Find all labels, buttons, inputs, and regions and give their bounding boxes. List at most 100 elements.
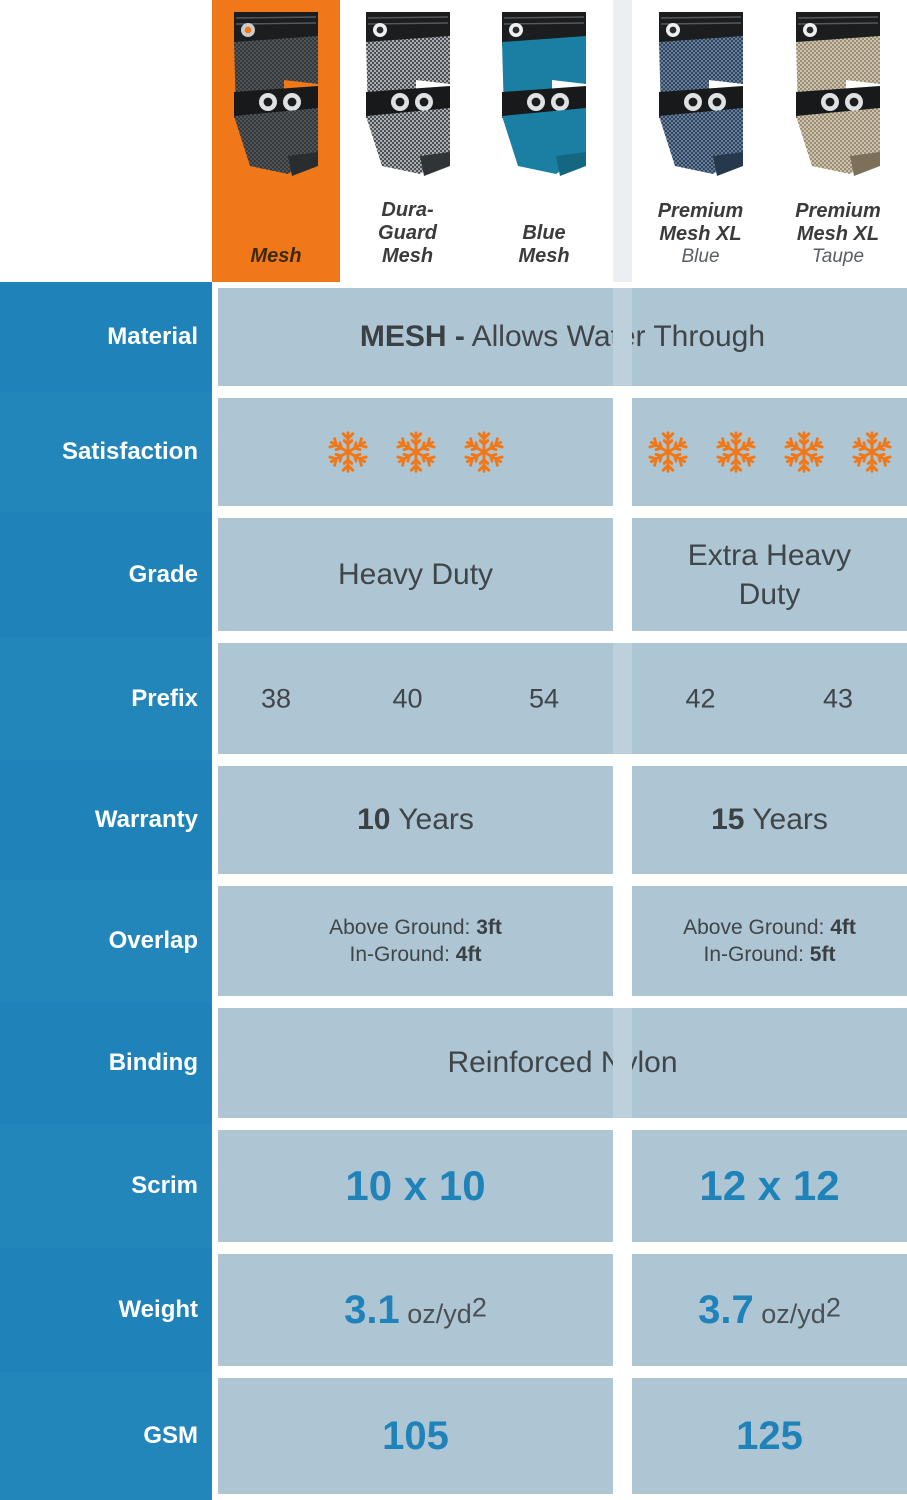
cell-binding-value: Reinforced Nylon bbox=[218, 1008, 907, 1118]
product-sub-premium-mesh-xl-taupe: Taupe bbox=[811, 246, 865, 267]
row-label-scrim: Scrim bbox=[0, 1124, 212, 1248]
row-cells-prefix: 38 40 54 42 43 bbox=[212, 637, 907, 760]
product-column-blue-mesh[interactable]: Blue Mesh bbox=[475, 0, 613, 282]
product-name-blue-mesh: Blue Mesh bbox=[518, 222, 570, 267]
weight-left-superscript: 2 bbox=[471, 1292, 487, 1323]
overlap-left-line1-bold: 3ft bbox=[476, 915, 502, 939]
product-column-dura-guard-mesh[interactable]: Dura- Guard Mesh bbox=[340, 0, 475, 282]
overlap-right-line1-bold: 4ft bbox=[830, 915, 856, 939]
cell-gsm-right: 125 bbox=[632, 1378, 907, 1494]
snowflake-icon bbox=[463, 431, 504, 473]
row-cells-overlap: Above Ground: 3ft In-Ground: 4ft Above G… bbox=[212, 880, 907, 1002]
row-cells-satisfaction bbox=[212, 392, 907, 512]
cell-overlap-left: Above Ground: 3ft In-Ground: 4ft bbox=[218, 886, 613, 996]
snowflake-icon bbox=[783, 431, 824, 473]
weight-left-unit: oz/yd bbox=[407, 1298, 472, 1329]
cell-warranty-left: 10 Years bbox=[218, 766, 613, 874]
row-label-weight: Weight bbox=[0, 1248, 212, 1372]
cell-divider-binding bbox=[613, 1008, 632, 1118]
tarp-illustration-icon bbox=[365, 12, 450, 176]
overlap-right-line1-text: Above Ground: bbox=[683, 915, 831, 939]
product-name-premium-mesh-xl-blue: Premium Mesh XL bbox=[657, 200, 744, 245]
product-name-wrap-premium-mesh-xl-blue: Premium Mesh XL Blue bbox=[632, 200, 769, 268]
table-row-gsm: GSM 105 125 bbox=[0, 1372, 907, 1500]
product-image-premium-mesh-xl-blue bbox=[632, 0, 769, 190]
product-group-divider bbox=[613, 0, 632, 282]
cell-gsm-left: 105 bbox=[218, 1378, 613, 1494]
prefix-value-blue-mesh: 54 bbox=[528, 683, 560, 713]
overlap-left-line1-text: Above Ground: bbox=[329, 915, 477, 939]
overlap-right-line2-bold: 5ft bbox=[809, 943, 836, 966]
row-cells-warranty: 10 Years 15 Years bbox=[212, 760, 907, 880]
table-row-scrim: Scrim 10 x 10 12 x 12 bbox=[0, 1124, 907, 1248]
table-row-overlap: Overlap Above Ground: 3ft In-Ground: 4ft… bbox=[0, 880, 907, 1002]
row-label-warranty: Warranty bbox=[0, 760, 212, 880]
product-name-premium-mesh-xl-taupe: Premium Mesh XL bbox=[795, 200, 881, 245]
cell-grade-right: Extra Heavy Duty bbox=[632, 518, 907, 631]
cell-warranty-right: 15 Years bbox=[632, 766, 907, 874]
tarp-illustration-icon bbox=[502, 12, 586, 176]
weight-left-number: 3.1 bbox=[344, 1287, 400, 1332]
weight-right-superscript: 2 bbox=[825, 1292, 841, 1323]
row-label-binding: Binding bbox=[0, 1002, 212, 1124]
row-cells-grade: Heavy Duty Extra Heavy Duty bbox=[212, 512, 907, 637]
product-column-mesh[interactable]: Mesh bbox=[212, 0, 340, 282]
overlap-left-line2-text: In-Ground: bbox=[349, 943, 456, 966]
row-label-prefix: Prefix bbox=[0, 637, 212, 760]
cell-divider-material bbox=[613, 288, 632, 386]
row-label-overlap: Overlap bbox=[0, 880, 212, 1002]
product-column-premium-mesh-xl-blue[interactable]: Premium Mesh XL Blue bbox=[632, 0, 769, 282]
product-name-wrap-dura-guard-mesh: Dura- Guard Mesh bbox=[340, 199, 475, 268]
cell-weight-left: 3.1 oz/yd2 bbox=[218, 1254, 613, 1366]
cell-material-value: MESH - Allows Water Through bbox=[218, 288, 907, 386]
table-header: Mesh bbox=[0, 0, 907, 282]
product-sub-premium-mesh-xl-blue: Blue bbox=[681, 246, 720, 267]
cell-overlap-right: Above Ground: 4ft In-Ground: 5ft bbox=[632, 886, 907, 996]
material-value-bold: MESH - bbox=[359, 320, 465, 353]
product-name-dura-guard-mesh: Dura- Guard Mesh bbox=[378, 199, 437, 267]
cell-weight-right: 3.7 oz/yd2 bbox=[632, 1254, 907, 1366]
row-cells-scrim: 10 x 10 12 x 12 bbox=[212, 1124, 907, 1248]
warranty-right-rest: Years bbox=[744, 803, 828, 836]
row-cells-weight: 3.1 oz/yd2 3.7 oz/yd2 bbox=[212, 1248, 907, 1372]
warranty-left-rest: Years bbox=[390, 803, 474, 836]
table-row-weight: Weight 3.1 oz/yd2 3.7 oz/yd2 bbox=[0, 1248, 907, 1372]
row-label-satisfaction: Satisfaction bbox=[0, 392, 212, 512]
overlap-right-line2-text: In-Ground: bbox=[703, 943, 810, 966]
tarp-illustration-icon bbox=[658, 12, 743, 176]
tarp-illustration-icon bbox=[234, 12, 318, 176]
table-row-prefix: Prefix 38 40 54 42 43 bbox=[0, 637, 907, 760]
cell-grade-left: Heavy Duty bbox=[218, 518, 613, 631]
product-column-premium-mesh-xl-taupe[interactable]: Premium Mesh XL Taupe bbox=[769, 0, 907, 282]
row-cells-binding: Reinforced Nylon bbox=[212, 1002, 907, 1124]
row-label-grade: Grade bbox=[0, 512, 212, 637]
product-image-dura-guard-mesh bbox=[340, 0, 475, 190]
prefix-value-mesh: 38 bbox=[260, 683, 292, 713]
weight-right-number: 3.7 bbox=[698, 1287, 754, 1332]
warranty-right-bold: 15 bbox=[711, 803, 745, 836]
snowflake-icon bbox=[327, 431, 368, 473]
table-row-binding: Binding Reinforced Nylon bbox=[0, 1002, 907, 1124]
prefix-value-dura-guard-mesh: 40 bbox=[392, 683, 423, 713]
overlap-left-line2-bold: 4ft bbox=[455, 943, 482, 966]
product-image-premium-mesh-xl-taupe bbox=[769, 0, 907, 190]
snowflake-icon bbox=[715, 431, 756, 473]
prefix-value-premium-mesh-xl-blue: 42 bbox=[685, 683, 716, 713]
product-name-wrap-mesh: Mesh bbox=[212, 245, 340, 268]
snowflake-icon bbox=[851, 431, 892, 473]
header-label-spacer bbox=[0, 0, 212, 282]
cell-prefix bbox=[218, 643, 907, 754]
product-image-blue-mesh bbox=[475, 0, 613, 190]
snowflake-icon bbox=[395, 431, 436, 473]
row-cells-material: MESH - Allows Water Through bbox=[212, 282, 907, 392]
product-name-wrap-premium-mesh-xl-taupe: Premium Mesh XL Taupe bbox=[769, 200, 907, 268]
cell-scrim-right: 12 x 12 bbox=[632, 1130, 907, 1242]
product-image-mesh bbox=[212, 0, 340, 190]
weight-right-unit: oz/yd bbox=[761, 1298, 826, 1329]
cell-divider-prefix bbox=[613, 643, 632, 754]
table-row-satisfaction: Satisfaction bbox=[0, 392, 907, 512]
row-label-material: Material bbox=[0, 282, 212, 392]
snowflake-rating-left bbox=[324, 428, 508, 476]
cell-satisfaction-right bbox=[632, 398, 907, 506]
